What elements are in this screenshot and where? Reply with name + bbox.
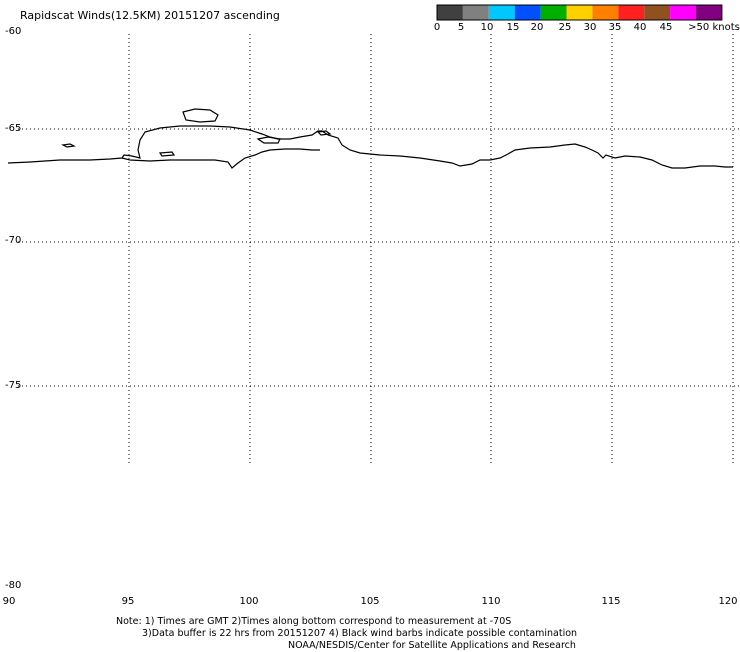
colorbar-segment	[437, 5, 463, 20]
colorbar-segment	[540, 5, 567, 20]
island	[256, 136, 281, 144]
ice-shelf-edge	[121, 148, 320, 169]
colorbar-segment	[644, 5, 671, 20]
colorbar-frame	[436, 4, 723, 21]
note-line-3: NOAA/NESDIS/Center for Satellite Applica…	[288, 640, 576, 651]
coastline	[7, 125, 733, 169]
note-line-2: 3)Data buffer is 22 hrs from 20151207 4)…	[142, 628, 578, 639]
lat-label-75: -75	[5, 380, 22, 391]
colorbar-label: 40	[633, 22, 647, 33]
chart-title: Rapidscat Winds(12.5KM) 20151207 ascendi…	[20, 9, 280, 22]
lon-label-115: 115	[601, 596, 621, 607]
lon-label-100: 100	[239, 596, 259, 607]
island	[158, 151, 176, 157]
colorbar-label: >50 knots	[688, 22, 740, 33]
island	[182, 108, 219, 123]
lon-label-105: 105	[360, 596, 380, 607]
note-line-1: Note: 1) Times are GMT 2)Times along bot…	[116, 616, 512, 627]
colorbar-label: 35	[608, 22, 622, 33]
lon-label-110: 110	[481, 596, 501, 607]
colorbar-segment	[592, 5, 619, 20]
colorbar-segment	[566, 5, 593, 20]
colorbar-label: 10	[480, 22, 494, 33]
colorbar-label: 5	[457, 22, 465, 33]
lat-label-70: -70	[5, 235, 22, 246]
colorbar-label: 45	[659, 22, 673, 33]
lon-label-90: 90	[2, 596, 16, 607]
island	[61, 143, 76, 148]
colorbar-segment	[696, 5, 722, 20]
colorbar-segment	[488, 5, 515, 20]
lon-label-120: 120	[718, 596, 738, 607]
island	[316, 130, 332, 136]
colorbar-segment	[670, 5, 696, 20]
colorbar-label: 15	[506, 22, 520, 33]
colorbar-label: 30	[583, 22, 597, 33]
lat-label-65: -65	[5, 123, 22, 134]
colorbar-segment	[618, 5, 645, 20]
colorbar-label: 25	[558, 22, 572, 33]
colorbar-label: 0	[433, 22, 441, 33]
lat-label-60: -60	[5, 26, 22, 37]
colorbar-segment	[462, 5, 489, 20]
lon-label-95: 95	[121, 596, 135, 607]
lat-label-80: -80	[5, 580, 22, 591]
colorbar-label: 20	[530, 22, 544, 33]
colorbar-segment	[514, 5, 541, 20]
